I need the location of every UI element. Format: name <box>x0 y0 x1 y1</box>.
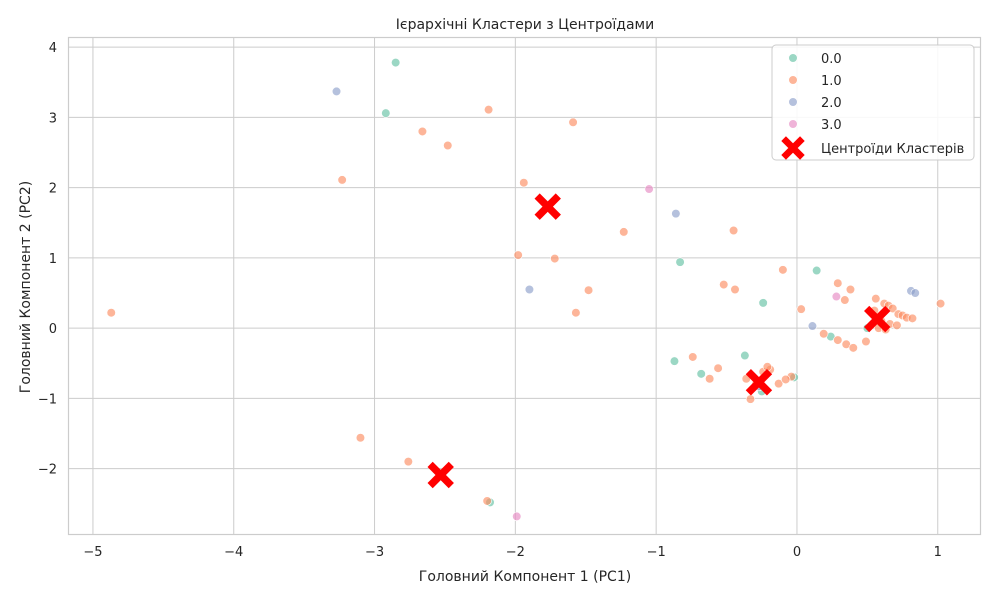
series-1-point <box>417 126 428 137</box>
series-1-point <box>781 374 791 385</box>
series-1-point <box>355 433 366 443</box>
series-1-point <box>892 320 902 330</box>
series-2-point <box>910 288 920 298</box>
series-1-point <box>840 295 850 305</box>
series-1-point <box>571 308 581 318</box>
series-1-point <box>778 265 788 275</box>
series-1-point <box>719 279 729 290</box>
y-tick-label: 4 <box>49 41 57 56</box>
series-2-point <box>331 86 342 96</box>
y-tick-label: 3 <box>49 111 57 126</box>
series-1-point <box>745 394 756 404</box>
legend-label: 1.0 <box>821 74 842 89</box>
series-0-point <box>669 356 680 366</box>
legend-centroid-marker <box>781 136 805 160</box>
series-1-point <box>106 308 116 318</box>
plot-frame <box>67 36 982 536</box>
x-tick-label: −3 <box>365 545 384 560</box>
series-1-point <box>888 303 898 314</box>
series-1-point <box>583 285 594 295</box>
legend-label: 2.0 <box>821 96 842 111</box>
series-1-point <box>833 278 843 288</box>
centroid-marker <box>864 305 891 333</box>
centroid-marker <box>745 369 773 396</box>
series-1-point <box>482 496 492 506</box>
series-1-point <box>519 178 529 188</box>
x-tick-label: 1 <box>934 545 942 560</box>
centroid-marker <box>534 193 561 220</box>
y-axis-label: Головний Компонент 2 (PC2) <box>18 181 34 393</box>
x-tick-label: 0 <box>793 545 801 560</box>
series-2-point <box>671 209 681 219</box>
series-0-point <box>675 257 685 267</box>
series-1-point <box>568 117 578 127</box>
series-1-point <box>848 343 858 353</box>
series-1-point <box>443 140 453 151</box>
y-tick-label: 1 <box>49 252 57 267</box>
series-1-point <box>483 105 494 115</box>
series-1-point <box>796 304 806 314</box>
x-tick-label: −4 <box>224 545 243 560</box>
series-0-point <box>381 108 391 118</box>
series-1-point <box>550 254 560 264</box>
legend-marker-3 <box>788 119 798 129</box>
series-1-point <box>337 175 347 185</box>
series-3-point <box>644 184 654 194</box>
series-1-point <box>728 225 739 236</box>
centroid-marker <box>427 461 454 489</box>
series-2-point <box>807 321 818 331</box>
series-1-point <box>403 457 413 467</box>
x-tick-label: −2 <box>506 545 525 560</box>
series-1-point <box>688 352 698 362</box>
series-1-point <box>774 379 784 389</box>
series-2-point <box>524 284 535 295</box>
legend-label-centroids: Центроїди Кластерів <box>821 142 964 157</box>
series-0-point <box>391 57 401 68</box>
legend-marker-0 <box>788 53 798 63</box>
grid-lines <box>69 38 980 534</box>
axis-ticks: −5 −4 −3 −2 −1 0 1 −2 −1 0 1 2 3 4 <box>38 41 942 560</box>
legend-label: 3.0 <box>821 118 842 133</box>
y-tick-label: −1 <box>38 392 57 407</box>
x-tick-label: −1 <box>647 545 666 560</box>
y-tick-label: 2 <box>49 182 57 197</box>
series-3-point <box>512 511 522 522</box>
legend: 0.0 1.0 2.0 3.0 Центроїди Кластерів <box>771 44 975 161</box>
series-0-point <box>812 265 822 276</box>
series-1-point <box>730 284 740 295</box>
chart-title: Ієрархічні Кластери з Центроїдами <box>396 17 654 33</box>
series-0-point <box>740 350 750 361</box>
x-axis-label: Головний Компонент 1 (PC1) <box>419 569 631 585</box>
series-1-point <box>907 313 918 323</box>
legend-box <box>771 44 975 161</box>
centroid-markers <box>427 193 891 489</box>
series-1-point <box>819 329 829 339</box>
series-1-point <box>871 294 881 304</box>
series-1-point <box>513 250 523 260</box>
series-1-point <box>861 336 871 347</box>
legend-marker-1 <box>788 75 798 85</box>
series-3-point <box>831 291 841 302</box>
series-1-point <box>713 363 723 373</box>
series-1-point <box>619 227 629 237</box>
series-0-point <box>758 298 768 308</box>
x-tick-label: −5 <box>83 545 102 560</box>
series-1-point <box>845 284 856 295</box>
y-tick-label: 0 <box>49 322 57 337</box>
series-1-point <box>833 335 843 345</box>
legend-marker-2 <box>788 97 798 107</box>
series-1-point <box>705 374 715 384</box>
y-tick-label: −2 <box>38 463 57 478</box>
legend-label: 0.0 <box>821 52 842 67</box>
series-1-point <box>935 298 946 309</box>
series-0-point <box>696 369 706 379</box>
